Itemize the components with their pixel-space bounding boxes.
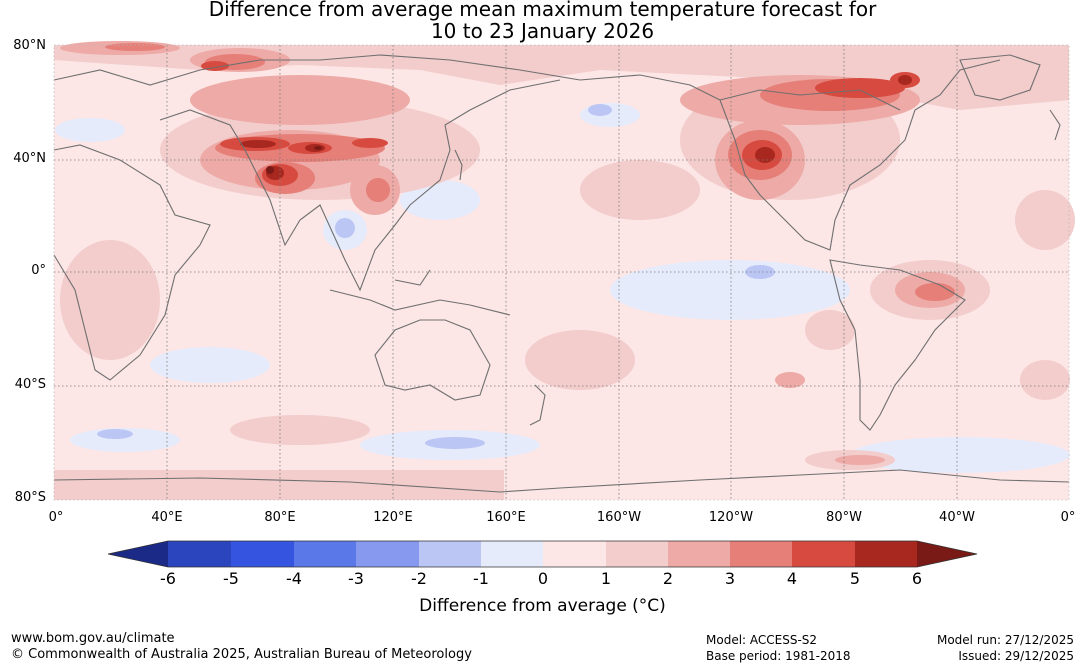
colorbar-segment: [419, 541, 481, 567]
website-link[interactable]: www.bom.gov.au/climate: [11, 631, 175, 646]
colorbar-tick-label: -5: [223, 569, 239, 588]
colorbar-arrow-high: [917, 541, 977, 567]
issued-text: Issued: 29/12/2025: [958, 649, 1074, 663]
lat-label: 40°S: [14, 377, 46, 392]
map-title-line-2: 10 to 23 January 2026: [430, 19, 655, 43]
colorbar-segment: [481, 541, 543, 567]
colorbar-tick-label: 1: [600, 569, 612, 588]
map-frame: [53, 44, 1070, 501]
colorbar-tick-label: -4: [286, 569, 302, 588]
colorbar-tick-label: 6: [911, 569, 923, 588]
colorbar-segment: [294, 541, 356, 567]
colorbar-arrow-low: [108, 541, 168, 567]
lon-label: 0°: [48, 510, 64, 525]
lon-label: 80°E: [264, 510, 296, 525]
lon-label: 40°E: [151, 510, 183, 525]
colorbar-tick-label: 4: [786, 569, 798, 588]
colorbar-segment: [543, 541, 606, 567]
colorbar-title: Difference from average (°C): [419, 596, 666, 616]
colorbar-tick-label: 2: [662, 569, 674, 588]
lat-label: 0°: [31, 263, 46, 278]
anomaly-shading: [54, 41, 1075, 500]
lon-label: 120°W: [708, 510, 754, 525]
copyright-text: © Commonwealth of Australia 2025, Austra…: [11, 647, 472, 662]
colorbar-segment: [730, 541, 792, 567]
colorbar-segment: [356, 541, 419, 567]
colorbar-tick-label: 0: [537, 569, 549, 588]
model-run-text: Model run: 27/12/2025: [936, 633, 1074, 647]
colorbar: [107, 540, 978, 568]
colorbar-segment: [792, 541, 855, 567]
lon-label: 0°: [1060, 510, 1076, 525]
colorbar-tick-label: -2: [411, 569, 427, 588]
colorbar-tick-label: -3: [348, 569, 364, 588]
colorbar-tick-label: 3: [724, 569, 736, 588]
base-period-text: Base period: 1981-2018: [706, 649, 851, 663]
graticule: [54, 45, 1069, 500]
lon-label: 120°E: [373, 510, 413, 525]
colorbar-segment: [668, 541, 730, 567]
lat-label: 80°S: [14, 490, 46, 505]
colorbar-tick-label: -6: [160, 569, 176, 588]
lat-label: 40°N: [13, 151, 46, 166]
colorbar-segment: [855, 541, 917, 567]
lon-label: 160°E: [486, 510, 526, 525]
map-title-line-1: Difference from average mean maximum tem…: [208, 0, 877, 21]
colorbar-segment: [231, 541, 294, 567]
lat-label: 80°N: [13, 38, 46, 53]
lon-label: 160°W: [596, 510, 642, 525]
colorbar-tick-label: -1: [473, 569, 489, 588]
lon-label: 80°W: [826, 510, 862, 525]
model-text: Model: ACCESS-S2: [706, 633, 818, 647]
coastlines: [53, 54, 1070, 493]
colorbar-tick-label: 5: [849, 569, 861, 588]
colorbar-segment: [606, 541, 668, 567]
lon-label: 40°W: [939, 510, 975, 525]
colorbar-segment: [168, 541, 231, 567]
